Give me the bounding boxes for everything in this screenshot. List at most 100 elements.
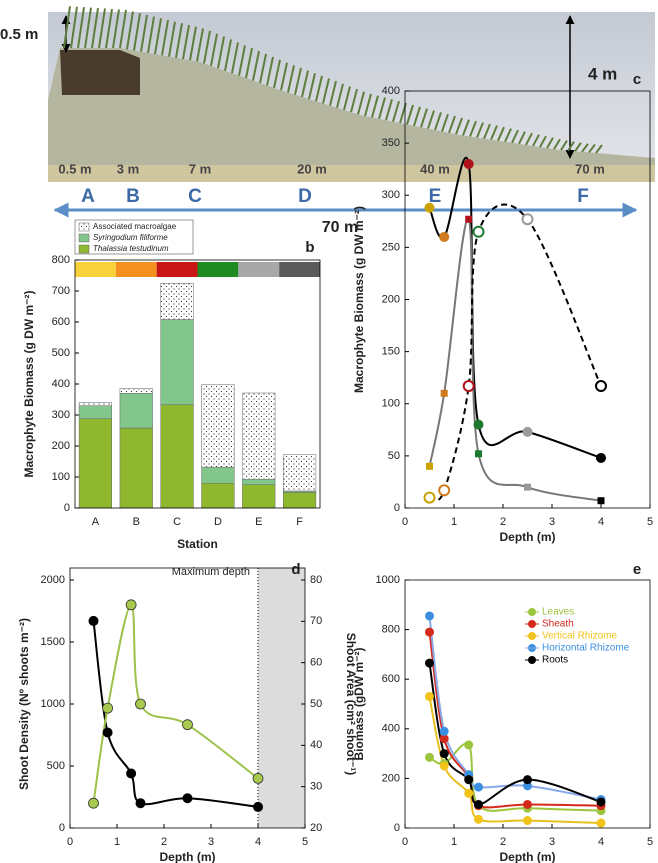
point — [464, 775, 474, 785]
point — [102, 702, 113, 714]
station-letter: F — [577, 186, 589, 207]
legend-label: Associated macroalgae — [93, 222, 177, 231]
y2-tick-label: 70 — [310, 615, 322, 627]
seagrass — [161, 19, 169, 56]
point — [523, 781, 532, 791]
seagrass — [112, 9, 120, 49]
legend-label: Thalassia testudinum — [93, 244, 169, 253]
x-tick-label: 3 — [549, 516, 555, 528]
y-tick-label: 500 — [47, 760, 65, 772]
seagrass — [168, 21, 176, 57]
point — [252, 773, 264, 784]
station-color — [75, 262, 116, 277]
point — [423, 491, 436, 504]
point — [596, 818, 606, 828]
seagrass — [203, 30, 211, 64]
seagrass — [343, 86, 351, 111]
seagrass — [224, 39, 232, 71]
point — [522, 426, 533, 437]
x-tick-label: B — [133, 516, 140, 528]
seagrass — [77, 7, 85, 49]
point — [597, 497, 605, 505]
panel-letter: b — [305, 239, 314, 256]
point — [182, 793, 193, 804]
point — [425, 627, 434, 637]
seagrass — [91, 7, 99, 49]
seagrass — [84, 7, 92, 49]
point — [88, 797, 99, 809]
seagrass — [462, 119, 470, 136]
bar-segment — [119, 427, 153, 509]
series-line — [429, 203, 602, 502]
seagrass — [315, 75, 323, 102]
seagrass — [147, 16, 155, 54]
point — [474, 799, 483, 809]
seagrass — [273, 59, 281, 89]
point — [462, 380, 475, 393]
seagrass — [280, 62, 288, 91]
seagrass — [406, 104, 414, 125]
station-letter: A — [81, 186, 95, 207]
station-color — [279, 262, 320, 277]
seagrass — [105, 8, 113, 49]
y-tick-label: 300 — [382, 189, 400, 201]
seagrass — [413, 106, 421, 127]
y-tick-label: 800 — [382, 624, 400, 636]
point — [425, 611, 434, 621]
seagrass — [308, 73, 316, 100]
seagrass — [133, 13, 141, 51]
x-tick-label: 4 — [598, 516, 604, 528]
station-letter: B — [126, 186, 140, 207]
seabed — [48, 48, 655, 182]
x-axis-label: Station — [177, 537, 218, 551]
seagrass — [483, 123, 491, 139]
y-tick-label: 100 — [52, 471, 70, 483]
bar-segment — [78, 402, 113, 406]
seagrass — [504, 128, 512, 143]
y-tick-label: 100 — [382, 398, 400, 410]
legend-swatch — [78, 244, 90, 254]
point — [465, 215, 473, 223]
x-tick-label: 3 — [208, 836, 214, 848]
legend-label: Roots — [542, 655, 568, 666]
point — [135, 798, 146, 809]
point — [253, 801, 263, 812]
sediment — [60, 50, 140, 95]
y2-tick-label: 40 — [310, 739, 322, 751]
y-axis-label: Macrophyte Biomass (g DW m⁻²) — [352, 206, 366, 393]
depth-label: 4 m — [588, 64, 617, 83]
x-axis-label: Depth (m) — [500, 530, 556, 544]
y-tick-label: 300 — [52, 409, 70, 421]
y2-tick-label: 30 — [310, 781, 322, 793]
bar-segment — [78, 418, 113, 509]
point — [424, 202, 435, 213]
point — [521, 213, 534, 226]
seagrass — [364, 93, 372, 117]
x-axis-label: Depth (m) — [160, 850, 216, 863]
point — [426, 462, 433, 470]
point — [596, 452, 606, 463]
seagrass — [329, 80, 337, 106]
x-tick-label: 1 — [451, 516, 457, 528]
seagrass — [336, 83, 344, 109]
panel: 0 50 100 150 200 250 300 350 400 0 1 2 3 4 5 Depth (m) M… — [352, 71, 653, 544]
y-tick-label: 200 — [382, 293, 400, 305]
y-tick-label: 250 — [382, 241, 400, 253]
seagrass — [546, 137, 554, 149]
seagrass — [350, 88, 358, 113]
point — [126, 768, 137, 779]
panel-letter: c — [633, 71, 641, 88]
seagrass — [189, 26, 197, 61]
plot-frame — [74, 259, 321, 509]
seagrass — [294, 67, 302, 95]
y-tick-label: 1500 — [41, 636, 65, 648]
y-tick-label: 0 — [59, 822, 65, 834]
station-depth: 20 m — [297, 161, 327, 176]
seagrass — [252, 50, 260, 81]
point — [182, 719, 193, 731]
seagrass — [217, 36, 225, 69]
seagrass — [553, 138, 561, 150]
seagrass — [231, 42, 239, 74]
y2-tick-label: 80 — [310, 574, 322, 586]
seagrass — [245, 47, 253, 79]
